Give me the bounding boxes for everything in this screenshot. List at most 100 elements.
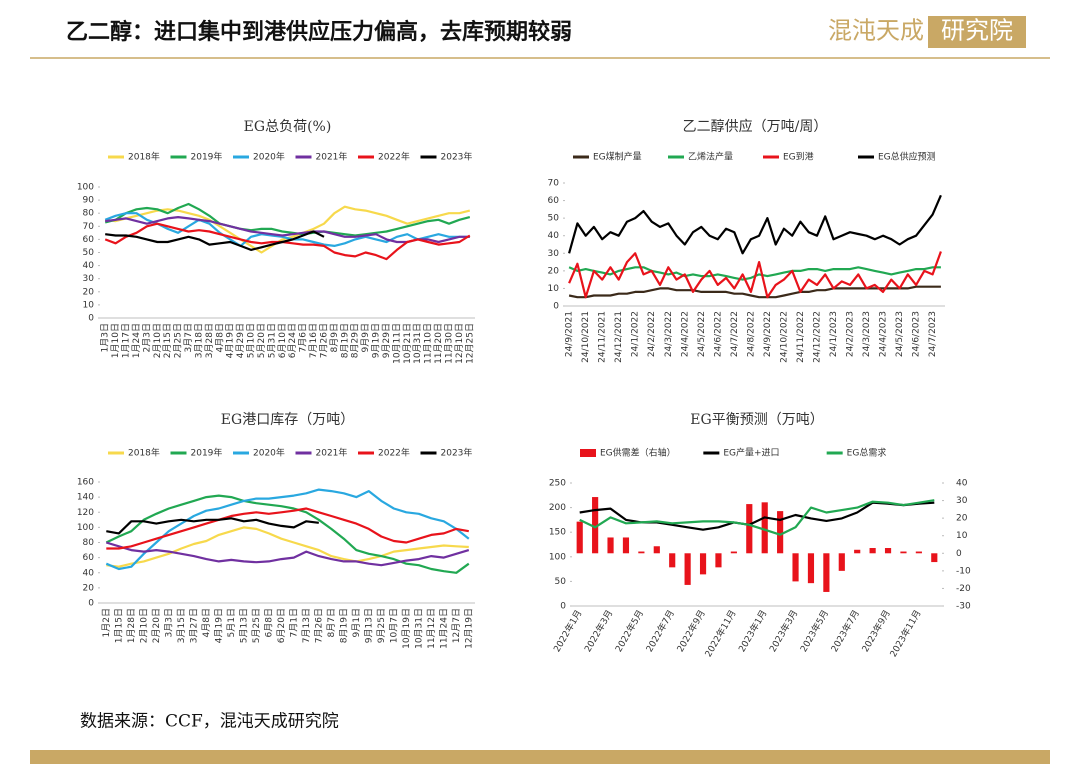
x-tick-label: 2月20日 (151, 608, 162, 643)
y-tick-label: 50 (83, 248, 95, 258)
y-tick-label: 100 (77, 523, 94, 533)
x-tick-label: 2022年11月 (702, 608, 739, 659)
x-tick-label: 3月15日 (176, 608, 187, 643)
bar (684, 553, 691, 585)
y2-tick-label: -10 (956, 566, 971, 576)
x-tick-label: 3月28日 (204, 323, 215, 358)
bar (838, 553, 845, 571)
y-tick-label: 20 (83, 583, 95, 593)
x-tick-label: 8月7日 (326, 608, 337, 637)
x-tick-label: 24/12/2021 (614, 311, 624, 363)
legend-label: 2020年 (253, 447, 285, 459)
legend-label: EG供需差（右轴） (600, 447, 676, 459)
x-tick-label: 6月24日 (287, 323, 298, 358)
x-tick-label: 5月13日 (238, 608, 249, 643)
logo-text: 混沌天成 (828, 17, 924, 45)
line-series (104, 212, 470, 247)
y-tick-label: 10 (83, 300, 95, 310)
x-tick-label: 5月20日 (256, 323, 267, 358)
x-tick-label: 3月3日 (163, 608, 174, 637)
chart-title: 乙二醇供应（万吨/周） (683, 118, 828, 135)
x-tick-label: 3月27日 (188, 608, 199, 643)
x-tick-label: 24/7/2023 (928, 311, 938, 357)
bar (699, 553, 707, 575)
logo-box (928, 16, 1026, 48)
y-tick-label: 30 (548, 249, 560, 259)
y-tick-label: 0 (553, 302, 559, 312)
bar (915, 551, 922, 554)
y-tick-label: 250 (549, 479, 566, 489)
x-tick-label: 2023年7月 (828, 608, 862, 654)
x-tick-label: 5月1日 (226, 608, 237, 637)
x-tick-label: 4月8日 (214, 323, 225, 352)
y-tick-label: 40 (548, 231, 560, 241)
x-tick-label: 4月29日 (235, 323, 246, 358)
legend-label: 2021年 (316, 151, 348, 163)
bar (869, 548, 876, 554)
legend-label: EG总供应预测 (878, 151, 936, 163)
chart-title: EG总负荷(%) (244, 119, 332, 135)
y-tick-label: 120 (77, 508, 94, 518)
legend-label: 2019年 (191, 151, 223, 163)
x-tick-label: 2022年1月 (551, 608, 585, 654)
line-series (568, 194, 942, 255)
legend-label: EG煤制产量 (593, 151, 642, 163)
y-tick-label: 60 (548, 196, 560, 206)
x-tick-label: 1月2日 (101, 608, 112, 637)
x-tick-label: 3月7日 (183, 323, 194, 352)
y-tick-label: 20 (83, 287, 95, 297)
x-tick-label: 4月19日 (213, 608, 224, 643)
line-series (106, 526, 469, 568)
y-tick-label: 60 (83, 553, 95, 563)
x-tick-label: 2022年3月 (582, 608, 616, 654)
x-tick-label: 2月3日 (141, 323, 152, 352)
y-tick-label: 0 (88, 314, 94, 324)
line-series (579, 499, 935, 536)
bar (715, 553, 722, 568)
y-tick-label: 50 (548, 214, 560, 224)
line-series (105, 488, 470, 571)
bar (900, 551, 907, 554)
x-tick-label: 24/9/2021 (565, 311, 575, 357)
x-tick-label: 24/3/2022 (664, 311, 674, 357)
bar (730, 551, 737, 554)
legend-label: 2023年 (441, 447, 473, 459)
x-tick-label: 24/12/2022 (812, 311, 822, 363)
x-tick-label: 24/3/2023 (862, 311, 872, 357)
x-tick-label: 24/11/2022 (796, 311, 806, 363)
legend-label: EG总需求 (847, 447, 887, 459)
y-tick-label: 100 (549, 552, 566, 562)
x-tick-label: 7月1日 (288, 608, 299, 637)
x-tick-label: 24/11/2021 (598, 311, 608, 363)
x-tick-label: 3月18日 (193, 323, 204, 358)
x-tick-label: 2月25日 (173, 323, 184, 358)
x-tick-label: 2023年5月 (797, 608, 831, 654)
legend-label: EG到港 (783, 151, 814, 163)
y-tick-label: 200 (549, 503, 566, 513)
x-tick-label: 24/6/2022 (713, 311, 723, 357)
y2-tick-label: 30 (956, 496, 968, 506)
legend-label: 2021年 (316, 447, 348, 459)
x-tick-label: 1月17日 (121, 323, 132, 358)
bar (576, 521, 583, 554)
x-tick-label: 7月13日 (301, 608, 312, 643)
x-tick-label: 8月19日 (339, 323, 350, 358)
footer-bar (30, 750, 1050, 764)
x-tick-label: 2022年7月 (643, 608, 677, 654)
x-tick-label: 6月20日 (276, 608, 287, 643)
x-tick-label: 9月29日 (381, 323, 392, 358)
bar (669, 553, 676, 568)
x-tick-label: 5月10日 (246, 323, 257, 358)
bar (653, 546, 660, 554)
x-tick-label: 12月10日 (454, 323, 465, 364)
x-tick-label: 10月31日 (412, 323, 423, 364)
x-tick-label: 6月10日 (277, 323, 288, 358)
bar (854, 549, 861, 554)
y-tick-label: 10 (548, 284, 560, 294)
x-tick-label: 7月16日 (308, 323, 319, 358)
x-tick-label: 8月9日 (329, 323, 340, 352)
legend-label: EG产量+进口 (723, 447, 779, 459)
y2-tick-label: 10 (956, 531, 968, 541)
x-tick-label: 11月24日 (438, 608, 449, 649)
y2-tick-label: 0 (956, 549, 962, 559)
